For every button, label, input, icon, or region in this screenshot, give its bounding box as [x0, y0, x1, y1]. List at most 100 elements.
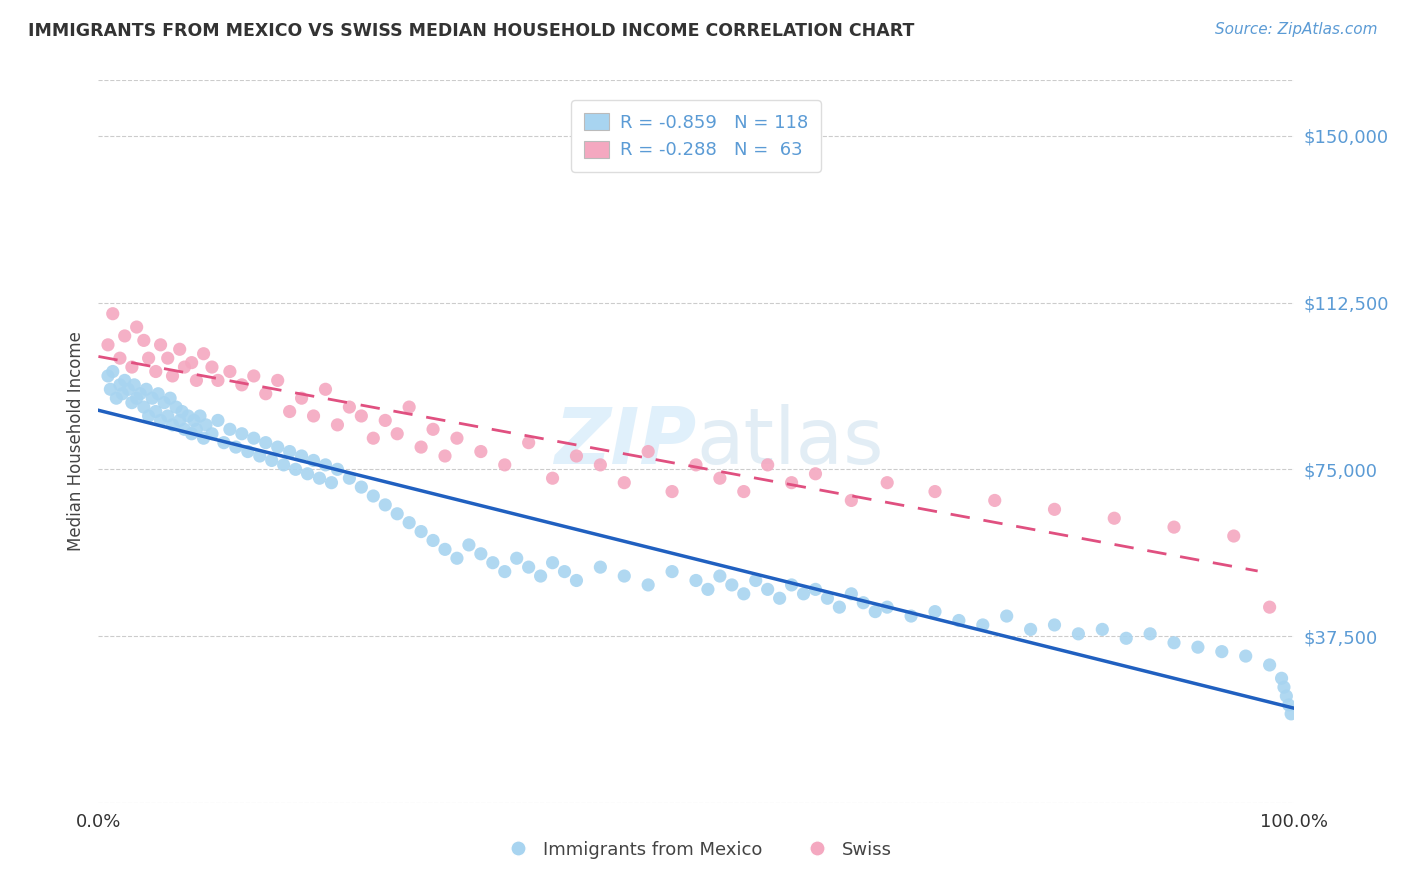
Point	[685, 574, 707, 588]
Point	[201, 360, 224, 375]
Point	[350, 480, 373, 494]
Point	[108, 377, 131, 392]
Point	[637, 578, 659, 592]
Point	[121, 360, 143, 375]
Point	[363, 489, 385, 503]
Point	[291, 449, 314, 463]
Point	[339, 400, 361, 414]
Text: Source: ZipAtlas.com: Source: ZipAtlas.com	[1215, 22, 1378, 37]
Point	[326, 417, 349, 432]
Point	[302, 409, 325, 423]
Point	[517, 435, 540, 450]
Point	[297, 467, 319, 481]
Point	[315, 382, 337, 396]
Point	[207, 413, 229, 427]
Point	[108, 351, 131, 366]
Point	[446, 551, 468, 566]
Point	[1187, 640, 1209, 655]
Point	[637, 444, 659, 458]
Point	[105, 391, 128, 405]
Point	[173, 360, 195, 375]
Point	[661, 565, 683, 579]
Point	[661, 484, 683, 499]
Point	[1139, 627, 1161, 641]
Point	[589, 560, 612, 574]
Point	[972, 618, 994, 632]
Point	[138, 351, 160, 366]
Text: ZIP: ZIP	[554, 403, 696, 480]
Point	[756, 458, 779, 472]
Point	[363, 431, 385, 445]
Point	[613, 569, 636, 583]
Point	[173, 422, 195, 436]
Point	[302, 453, 325, 467]
Point	[186, 373, 208, 387]
Point	[804, 582, 827, 597]
Point	[193, 431, 215, 445]
Text: atlas: atlas	[696, 403, 883, 480]
Point	[212, 435, 235, 450]
Point	[398, 400, 420, 414]
Point	[422, 533, 444, 548]
Point	[1275, 689, 1298, 703]
Point	[924, 484, 946, 499]
Point	[1211, 645, 1233, 659]
Point	[1272, 680, 1295, 694]
Point	[278, 444, 301, 458]
Point	[1279, 706, 1302, 721]
Point	[780, 578, 803, 592]
Point	[398, 516, 420, 530]
Point	[733, 587, 755, 601]
Point	[156, 409, 179, 423]
Point	[145, 404, 167, 418]
Point	[231, 426, 253, 441]
Point	[458, 538, 481, 552]
Point	[565, 574, 588, 588]
Point	[243, 431, 266, 445]
Point	[165, 400, 187, 414]
Point	[709, 569, 731, 583]
Point	[828, 600, 851, 615]
Point	[207, 373, 229, 387]
Point	[446, 431, 468, 445]
Point	[97, 368, 120, 383]
Point	[530, 569, 553, 583]
Text: IMMIGRANTS FROM MEXICO VS SWISS MEDIAN HOUSEHOLD INCOME CORRELATION CHART: IMMIGRANTS FROM MEXICO VS SWISS MEDIAN H…	[28, 22, 914, 40]
Point	[180, 356, 202, 370]
Point	[219, 422, 242, 436]
Point	[852, 596, 875, 610]
Point	[225, 440, 247, 454]
Point	[411, 440, 433, 454]
Point	[254, 386, 277, 401]
Point	[589, 458, 612, 472]
Point	[129, 386, 152, 401]
Point	[326, 462, 349, 476]
Point	[267, 373, 290, 387]
Point	[780, 475, 803, 490]
Point	[841, 587, 863, 601]
Point	[156, 351, 179, 366]
Point	[1043, 502, 1066, 516]
Point	[159, 391, 181, 405]
Point	[1258, 600, 1281, 615]
Point	[481, 556, 505, 570]
Point	[1271, 671, 1294, 685]
Point	[1091, 623, 1114, 637]
Point	[685, 458, 707, 472]
Point	[169, 413, 191, 427]
Point	[177, 409, 200, 423]
Y-axis label: Median Household Income: Median Household Income	[66, 332, 84, 551]
Point	[733, 484, 755, 499]
Point	[385, 426, 409, 441]
Point	[254, 435, 277, 450]
Point	[745, 574, 768, 588]
Point	[125, 320, 148, 334]
Point	[984, 493, 1007, 508]
Point	[709, 471, 731, 485]
Point	[613, 475, 636, 490]
Point	[132, 334, 155, 348]
Point	[243, 368, 266, 383]
Point	[374, 413, 396, 427]
Point	[721, 578, 744, 592]
Point	[291, 391, 314, 405]
